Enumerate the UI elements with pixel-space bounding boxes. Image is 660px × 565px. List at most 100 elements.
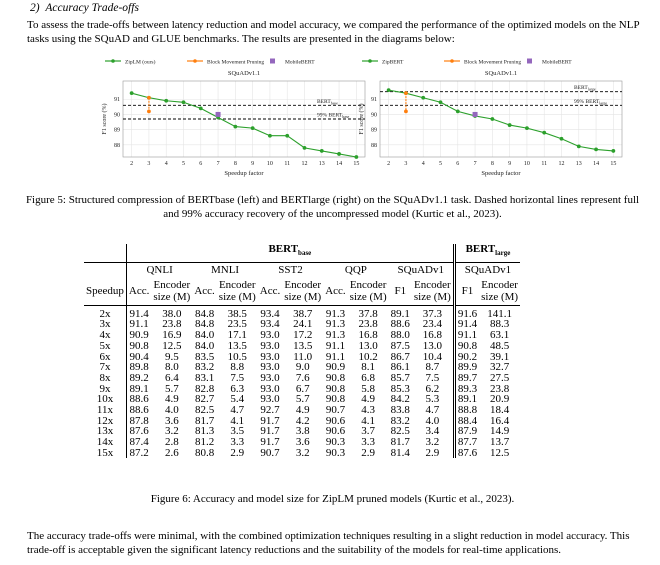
- data-point: [611, 149, 616, 153]
- table-cell: 14.9: [489, 425, 510, 438]
- x-tick-label: 7: [474, 161, 477, 167]
- y-axis-label: F1 score (%): [101, 104, 108, 135]
- data-point: [404, 109, 408, 114]
- table-cell: 6.3: [230, 382, 245, 395]
- size-header-line2: size (M): [218, 290, 256, 303]
- table-cell: 93.0: [260, 361, 280, 374]
- x-tick-label: 14: [336, 161, 342, 167]
- table-cell: 89.8: [125, 362, 152, 373]
- table-cell: 23.4: [422, 318, 442, 331]
- table-cell: 93.4: [260, 307, 280, 320]
- table-cell: 85.7: [390, 371, 410, 384]
- x-axis-label: Speedup factor: [224, 170, 264, 177]
- size-header: Encoder size (M): [411, 276, 455, 306]
- table-cell: 90.4: [125, 351, 152, 363]
- y-axis-label: F1 score (%): [358, 104, 365, 135]
- table-cell: 82.5: [194, 403, 215, 416]
- table-cell: 3.5: [230, 425, 245, 438]
- size-header-line1: Encoder: [349, 278, 387, 291]
- table-row: 4x 90.9 16.9 84.0 17.1 93.0 17.2 91.3 16.8 88.0 16…: [84, 330, 520, 341]
- table-cell: 32.7: [489, 361, 510, 374]
- data-point: [233, 124, 238, 129]
- table-cell: 93.0: [260, 382, 280, 395]
- header-bert-large: BERTlarge: [452, 244, 521, 263]
- table-cell: 13.7: [489, 436, 510, 449]
- data-point: [472, 111, 478, 117]
- data-point: [164, 98, 169, 103]
- table-cell: 93.0: [260, 393, 280, 406]
- table-cell: 88.6: [390, 318, 410, 331]
- table-cell: 13.5: [293, 339, 313, 352]
- table-cell: 81.4: [390, 446, 410, 459]
- table-row: 2x 91.4 38.0 84.8 38.5 93.4 38.7 91.3 37.8 89.1 37…: [84, 305, 520, 320]
- table-cell: 12.5: [162, 339, 182, 352]
- x-tick-label: 15: [610, 161, 616, 167]
- table-cell: 8.0: [164, 361, 179, 374]
- size-header-line1: Encoder: [284, 278, 322, 291]
- table-row: 6x 90.4 9.5 83.5 10.5 93.0 11.0 91.1 10.2 86.7 10.…: [84, 351, 520, 363]
- conclusion-paragraph: The accuracy trade-offs were minimal, wi…: [27, 530, 630, 556]
- table-cell: 9.0: [295, 361, 310, 374]
- table-cell: 91.4: [125, 305, 152, 320]
- table-cell: 6.2: [425, 382, 440, 395]
- table-cell: 81.7: [390, 436, 410, 449]
- x-tick-label: 14: [593, 161, 599, 167]
- table-cell: 4.7: [425, 403, 440, 416]
- table-cell: 3.2: [164, 425, 179, 438]
- table-cell: 82.5: [390, 425, 410, 438]
- data-point: [490, 117, 495, 121]
- x-tick-label: 9: [508, 161, 511, 167]
- data-point: [404, 91, 408, 96]
- table-row: 5x 90.8 12.5 84.0 13.5 93.0 13.5 91.1 13.0 87.5 13…: [84, 341, 520, 352]
- table-cell: 91.1: [452, 330, 480, 341]
- table-cell: 90.6: [325, 425, 346, 438]
- table-group-header: BERTbase BERTlarge: [84, 244, 521, 263]
- table-cell: 27.5: [489, 371, 510, 384]
- table-cell: 89.1: [452, 394, 480, 405]
- table-cell: 16.9: [162, 329, 182, 342]
- table-cell: 84.8: [194, 318, 215, 331]
- figure6-caption: Figure 6: Accuracy and model size for Zi…: [150, 493, 515, 505]
- data-point: [147, 109, 151, 114]
- table-cell: 16.8: [422, 329, 442, 342]
- size-header: Encoder size (M): [151, 276, 193, 306]
- table-cell: 16.4: [489, 414, 510, 427]
- size-header-line1: Encoder: [153, 278, 191, 291]
- task-mnli: MNLI: [210, 264, 240, 277]
- series-line: [131, 92, 357, 158]
- table-cell: 3.4: [425, 425, 440, 438]
- table-cell: 38.0: [162, 307, 182, 320]
- table-cell: 86.1: [390, 361, 410, 374]
- y-tick-label: 91: [114, 97, 120, 103]
- x-tick-label: 10: [524, 161, 530, 167]
- chart-title: SQuADv1.1: [485, 70, 517, 77]
- metric-header: Acc.: [323, 276, 348, 306]
- legend-label: Block Movement Pruning: [207, 60, 264, 66]
- table-cell: 4.3: [361, 403, 376, 416]
- table-cell: 90.9: [125, 330, 152, 341]
- table-cell: 88.0: [390, 329, 410, 342]
- data-point: [285, 133, 290, 138]
- y-tick-label: 89: [371, 128, 377, 134]
- table-cell: 23.8: [489, 382, 510, 395]
- table-row: 10x 88.6 4.9 82.7 5.4 93.0 5.7 90.8 4.9 84.2 5.3 89…: [84, 394, 520, 405]
- legend-marker: [527, 58, 532, 64]
- table-cell: 37.8: [358, 307, 378, 320]
- table-cell: 87.5: [390, 339, 410, 352]
- data-point: [421, 95, 426, 100]
- speedup-cell: 9x: [99, 382, 111, 395]
- table-cell: 6.7: [295, 382, 310, 395]
- table-cell: 81.2: [194, 436, 215, 449]
- chart-legend: ZipBERT Block Movement Pruning MobileBERT: [362, 58, 572, 66]
- table-cell: 88.6: [125, 394, 152, 405]
- x-tick-label: 13: [319, 161, 325, 167]
- table-cell: 3.8: [295, 425, 310, 438]
- speedup-cell: 8x: [99, 371, 111, 384]
- table-cell: 88.6: [125, 405, 152, 416]
- table-cell: 6.8: [361, 371, 376, 384]
- table-cell: 4.9: [295, 403, 310, 416]
- data-point: [525, 126, 529, 131]
- table-cell: 83.2: [194, 361, 215, 374]
- data-point: [337, 152, 341, 156]
- table-cell: 12.5: [489, 446, 510, 459]
